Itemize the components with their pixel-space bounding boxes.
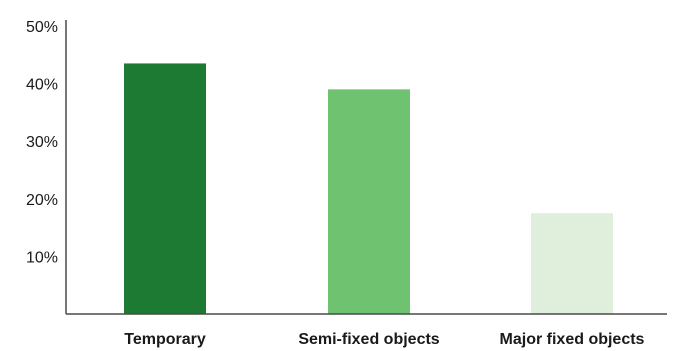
y-tick-label: 40% xyxy=(26,77,58,94)
y-tick-label: 30% xyxy=(26,134,58,151)
x-category-label: Major fixed objects xyxy=(500,331,645,348)
y-tick-label: 10% xyxy=(26,249,58,266)
x-category-label: Temporary xyxy=(124,331,206,348)
bar xyxy=(531,213,613,314)
bars xyxy=(124,63,613,314)
y-tick-label: 20% xyxy=(26,192,58,209)
bar xyxy=(124,63,206,314)
y-tick-label: 50% xyxy=(26,19,58,36)
bar xyxy=(328,89,410,314)
y-axis-ticks: 10% 20% 30% 40% 50% xyxy=(26,19,58,266)
x-axis-labels: Temporary Semi-fixed objects Major fixed o… xyxy=(124,331,644,348)
x-category-label: Semi-fixed objects xyxy=(298,331,439,348)
